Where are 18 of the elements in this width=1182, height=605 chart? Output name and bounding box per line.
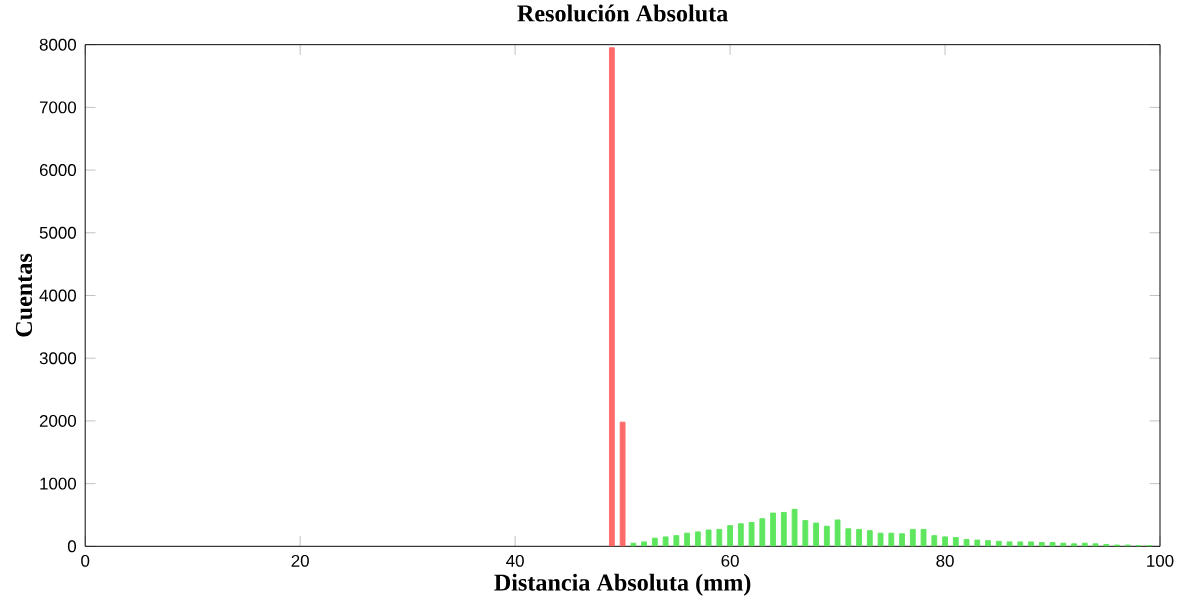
- x-tick-label: 100: [1147, 554, 1174, 567]
- x-tick-label: 80: [936, 554, 954, 567]
- y-tick-label: 2000: [39, 414, 77, 427]
- y-tick-label: 0: [67, 540, 77, 553]
- x-tick-label: 20: [291, 554, 309, 567]
- chart-title: Resolución Absoluta: [517, 4, 728, 22]
- y-tick-label: 5000: [39, 226, 77, 239]
- x-tick-label: 0: [81, 554, 90, 567]
- y-tick-label: 3000: [39, 352, 77, 364]
- y-tick-label: 6000: [39, 163, 77, 176]
- x-tick-label: 60: [721, 554, 739, 567]
- y-tick-label: 4000: [39, 289, 77, 302]
- y-tick-label: 8000: [39, 38, 77, 51]
- y-tick-label: 7000: [39, 101, 77, 114]
- x-axis-title: Distancia Absoluta (mm): [494, 573, 751, 596]
- y-tick-label: 1000: [40, 477, 77, 490]
- x-tick-label: 40: [506, 554, 524, 567]
- y-axis-title: Cuentas: [15, 253, 33, 337]
